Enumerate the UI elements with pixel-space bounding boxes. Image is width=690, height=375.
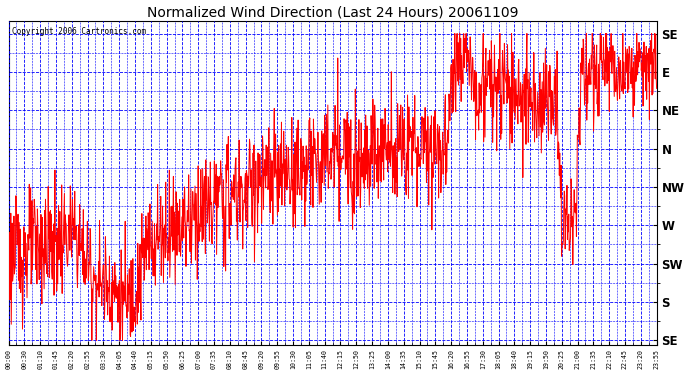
Text: Copyright 2006 Cartronics.com: Copyright 2006 Cartronics.com bbox=[12, 27, 146, 36]
Title: Normalized Wind Direction (Last 24 Hours) 20061109: Normalized Wind Direction (Last 24 Hours… bbox=[147, 6, 518, 20]
